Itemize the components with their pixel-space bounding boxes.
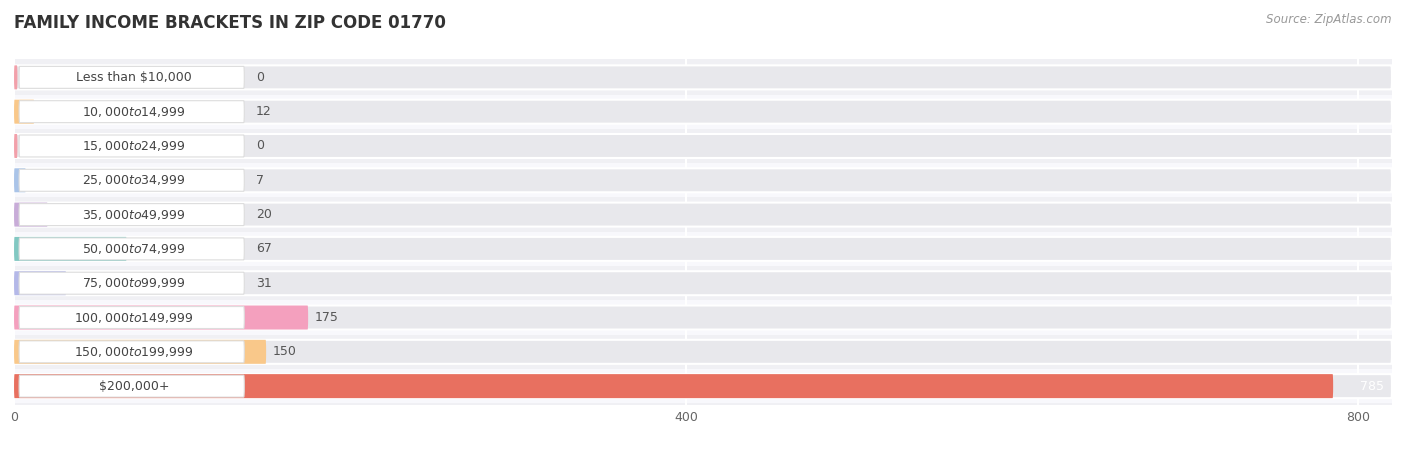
FancyBboxPatch shape: [20, 101, 245, 123]
Text: $75,000 to $99,999: $75,000 to $99,999: [83, 276, 186, 290]
FancyBboxPatch shape: [14, 202, 1392, 227]
FancyBboxPatch shape: [20, 272, 245, 294]
FancyBboxPatch shape: [14, 134, 1392, 158]
Bar: [14, 163, 1392, 198]
Text: 0: 0: [256, 140, 264, 153]
FancyBboxPatch shape: [14, 168, 1392, 192]
Bar: [14, 300, 1392, 335]
FancyBboxPatch shape: [14, 374, 1392, 398]
FancyBboxPatch shape: [20, 67, 245, 88]
Bar: [14, 232, 1392, 266]
FancyBboxPatch shape: [14, 271, 1392, 295]
FancyBboxPatch shape: [20, 203, 245, 225]
Bar: [14, 94, 1392, 129]
FancyBboxPatch shape: [20, 135, 245, 157]
FancyBboxPatch shape: [14, 340, 266, 364]
FancyBboxPatch shape: [14, 237, 1392, 261]
FancyBboxPatch shape: [14, 237, 127, 261]
FancyBboxPatch shape: [20, 341, 245, 363]
Text: 175: 175: [315, 311, 339, 324]
Text: $35,000 to $49,999: $35,000 to $49,999: [83, 207, 186, 221]
Text: FAMILY INCOME BRACKETS IN ZIP CODE 01770: FAMILY INCOME BRACKETS IN ZIP CODE 01770: [14, 14, 446, 32]
Bar: [14, 335, 1392, 369]
Text: 31: 31: [256, 277, 271, 290]
FancyBboxPatch shape: [14, 65, 1392, 90]
FancyBboxPatch shape: [14, 306, 1392, 329]
Text: 0: 0: [256, 71, 264, 84]
FancyBboxPatch shape: [14, 202, 48, 227]
Bar: [14, 60, 1392, 94]
Text: 67: 67: [256, 243, 271, 256]
FancyBboxPatch shape: [14, 99, 1392, 124]
FancyBboxPatch shape: [14, 99, 34, 124]
FancyBboxPatch shape: [20, 169, 245, 191]
Text: $50,000 to $74,999: $50,000 to $74,999: [83, 242, 186, 256]
Text: $200,000+: $200,000+: [98, 380, 170, 393]
FancyBboxPatch shape: [14, 134, 17, 158]
Bar: [14, 198, 1392, 232]
Text: $10,000 to $14,999: $10,000 to $14,999: [83, 105, 186, 119]
Text: 150: 150: [273, 345, 297, 358]
Text: $15,000 to $24,999: $15,000 to $24,999: [83, 139, 186, 153]
FancyBboxPatch shape: [14, 271, 66, 295]
Text: 20: 20: [256, 208, 271, 221]
Text: $25,000 to $34,999: $25,000 to $34,999: [83, 173, 186, 187]
FancyBboxPatch shape: [14, 374, 1333, 398]
Text: Source: ZipAtlas.com: Source: ZipAtlas.com: [1267, 14, 1392, 27]
Text: $100,000 to $149,999: $100,000 to $149,999: [75, 310, 194, 324]
FancyBboxPatch shape: [20, 306, 245, 328]
FancyBboxPatch shape: [14, 65, 17, 90]
FancyBboxPatch shape: [14, 306, 308, 329]
Text: 12: 12: [256, 105, 271, 118]
FancyBboxPatch shape: [20, 375, 245, 397]
Bar: [14, 129, 1392, 163]
Bar: [14, 369, 1392, 403]
FancyBboxPatch shape: [20, 238, 245, 260]
Bar: [14, 266, 1392, 300]
Text: 7: 7: [256, 174, 264, 187]
Text: 785: 785: [1360, 380, 1384, 393]
FancyBboxPatch shape: [14, 340, 1392, 364]
Text: Less than $10,000: Less than $10,000: [76, 71, 193, 84]
FancyBboxPatch shape: [14, 168, 25, 192]
Text: $150,000 to $199,999: $150,000 to $199,999: [75, 345, 194, 359]
